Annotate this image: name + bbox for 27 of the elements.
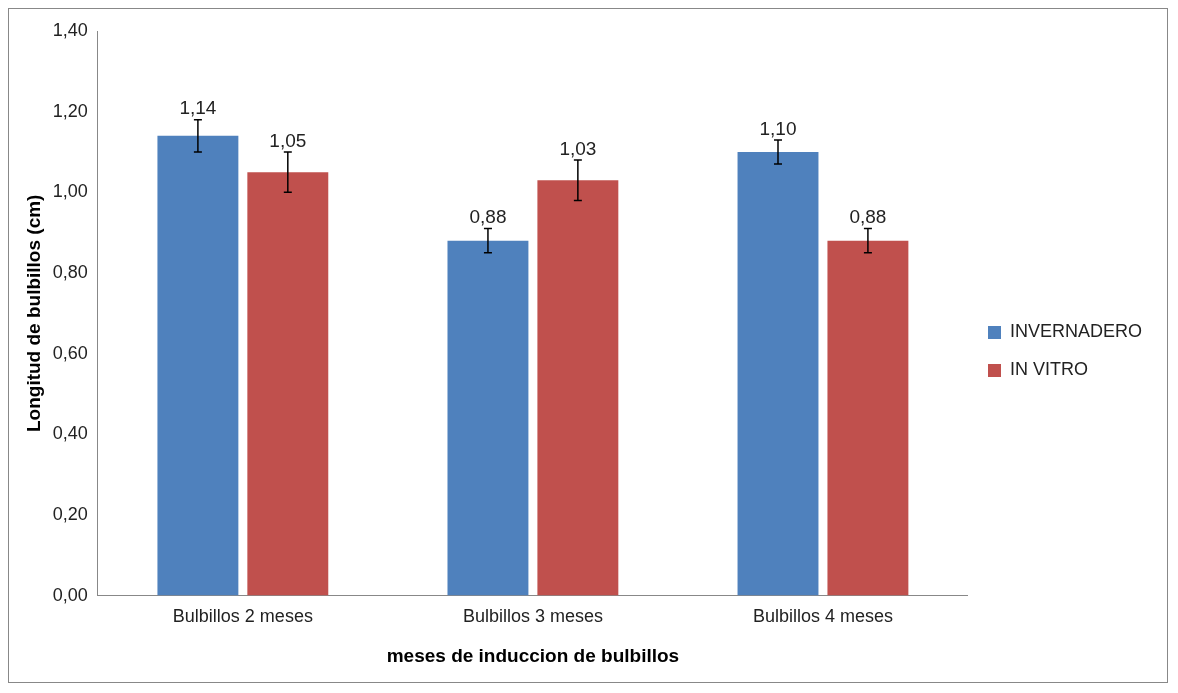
y-tick-label: 1,00 — [52, 181, 88, 202]
data-label: 1,05 — [269, 129, 307, 151]
x-axis-title: meses de induccion de bulbillos — [386, 644, 680, 666]
data-label: 1,14 — [179, 97, 217, 119]
bar — [827, 240, 909, 596]
y-tick-label: 0,80 — [52, 261, 88, 282]
y-tick-label: 0,00 — [52, 584, 88, 605]
y-axis-title: Longitud de bulbillos (cm) — [22, 194, 44, 433]
data-label: 0,88 — [849, 206, 887, 228]
x-tick-label: Bulbillos 3 meses — [462, 606, 603, 627]
y-tick-label: 0,40 — [52, 423, 88, 444]
y-tick-label: 1,20 — [52, 100, 88, 121]
data-label: 1,10 — [759, 117, 797, 139]
x-tick-label: Bulbillos 2 meses — [172, 606, 313, 627]
y-tick-label: 0,60 — [52, 342, 88, 363]
data-label: 1,03 — [559, 137, 597, 159]
bar — [447, 240, 529, 596]
y-tick-label: 0,20 — [52, 503, 88, 524]
y-tick-label: 1,40 — [52, 19, 88, 40]
bar — [737, 151, 819, 596]
data-label: 0,88 — [469, 206, 507, 228]
bar — [247, 172, 329, 596]
bar — [537, 180, 619, 596]
bar — [157, 135, 239, 596]
legend-label: IN VITRO — [1009, 359, 1088, 380]
legend-label: INVERNADERO — [1009, 321, 1143, 342]
x-tick-label: Bulbillos 4 meses — [752, 606, 893, 627]
